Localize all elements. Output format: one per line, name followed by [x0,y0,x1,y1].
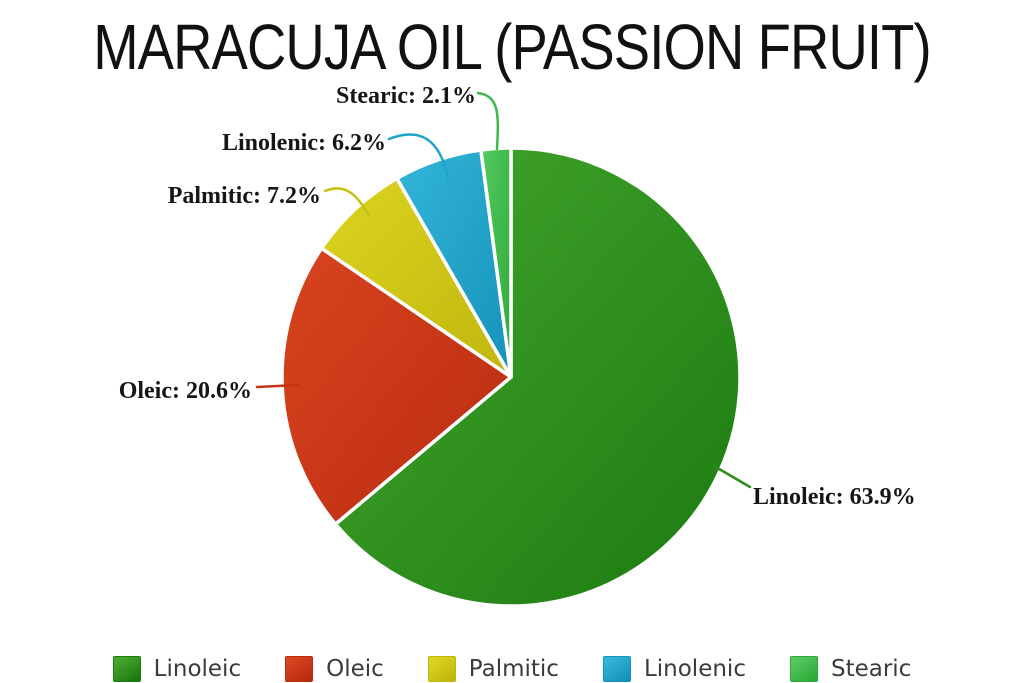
legend-swatch-linoleic [112,656,141,682]
pie-slice-linoleic [333,146,742,608]
leader-line-linoleic [712,464,752,489]
callout-linolenic: Linolenic: 6.2% [221,130,386,156]
legend-label-linoleic: Linoleic [153,656,242,682]
callout-palmitic: Palmitic: 7.2% [167,183,321,209]
legend-swatch-linolenic [602,656,631,682]
leader-line-oleic [255,383,300,389]
leader-line-palmitic [323,187,371,218]
legend-label-stearic: Stearic [830,656,912,682]
callout-linoleic: Linoleic: 63.9% [753,484,916,510]
legend-item-linoleic: Linoleic [112,655,242,683]
callout-stearic: Stearic: 2.1% [336,83,476,109]
legend-swatch-stearic [789,656,818,682]
legend-label-linolenic: Linolenic [643,656,746,682]
legend-swatch-palmitic [427,656,456,682]
leader-line-stearic [476,91,500,151]
chart-title: MARACUJA OIL (PASSION FRUIT) [93,11,931,83]
legend-label-palmitic: Palmitic [468,656,559,682]
pie-slice-oleic [280,246,513,526]
legend-item-oleic: Oleic [285,655,384,683]
legend-item-stearic: Stearic [789,655,912,683]
callout-oleic: Oleic: 20.6% [118,378,252,404]
legend: Linoleic Oleic Palmitic Linolenic Steari… [0,655,1024,683]
legend-label-oleic: Oleic [326,656,384,682]
legend-item-linolenic: Linolenic [602,655,746,683]
legend-swatch-oleic [285,656,314,682]
pie-slice-palmitic [319,176,513,379]
legend-item-palmitic: Palmitic [427,655,559,683]
leader-line-linolenic [387,133,450,180]
